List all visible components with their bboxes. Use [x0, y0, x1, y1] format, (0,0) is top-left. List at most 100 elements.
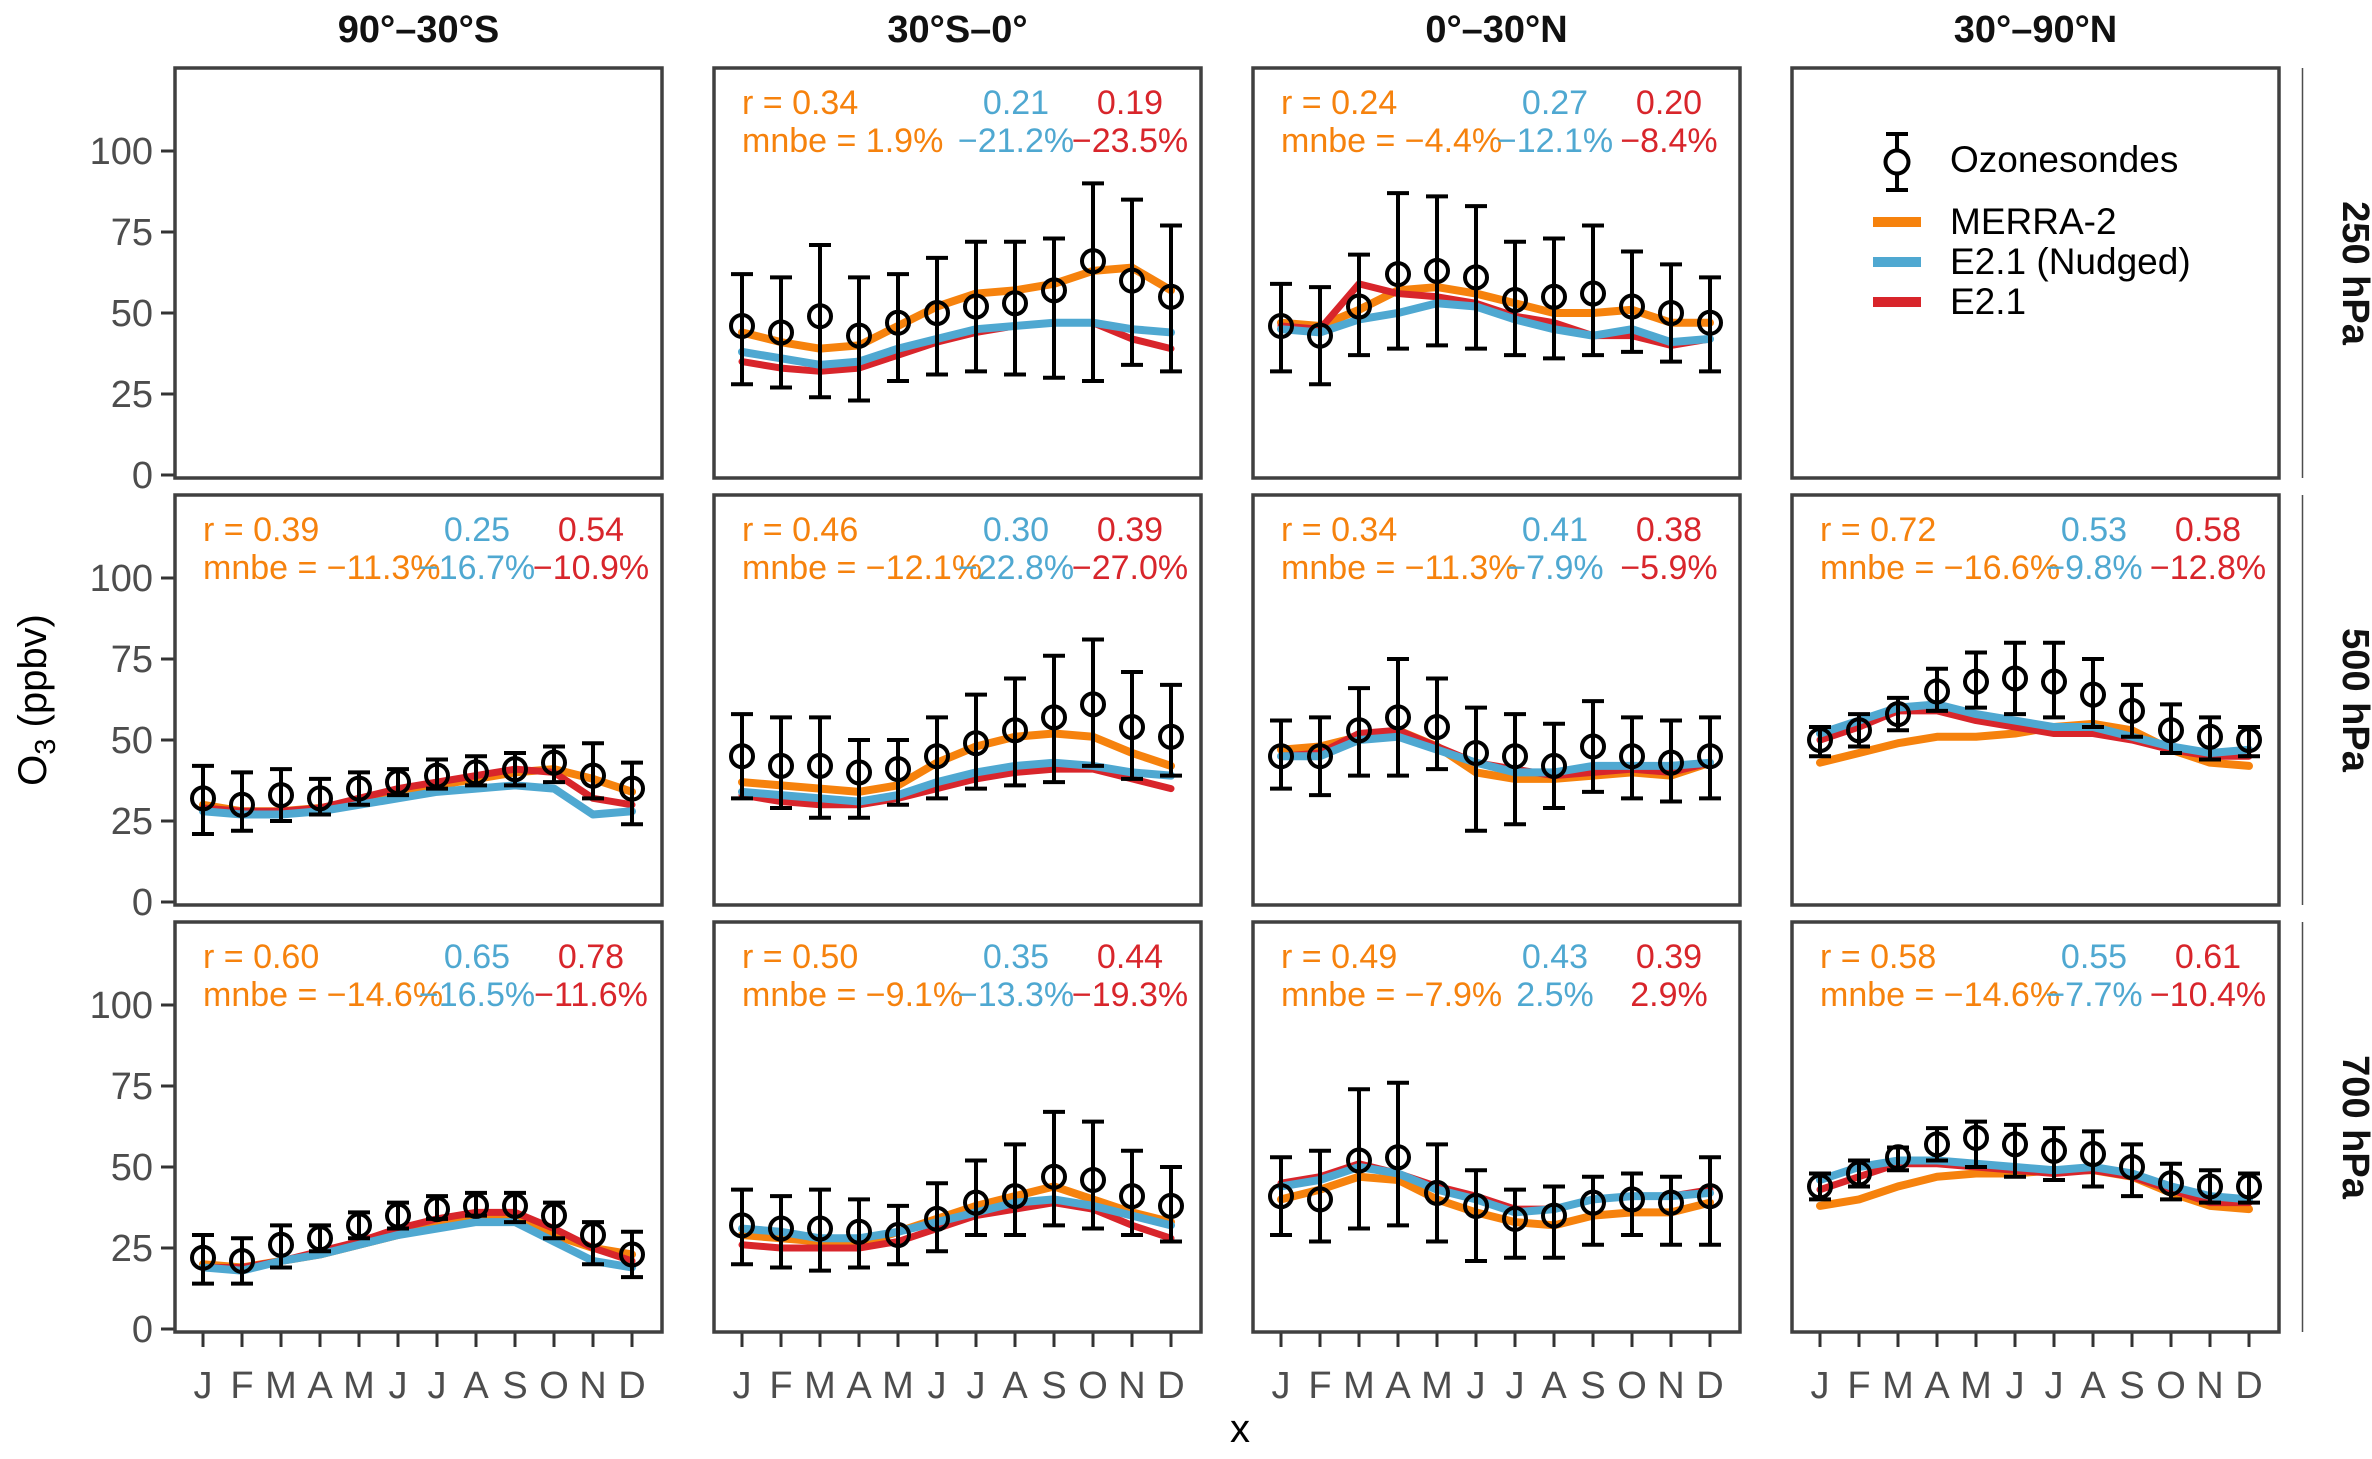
stat-r-merra2: r = 0.39 — [203, 511, 319, 549]
e21-nudged-line — [199, 781, 636, 819]
x-tick-label: F — [1308, 1365, 1331, 1407]
x-tick-label: A — [463, 1365, 489, 1407]
x-tick-label: S — [502, 1365, 527, 1407]
obs-errorbar — [1270, 718, 1292, 791]
panel-r1c0: r = 0.39 0.25 0.54 mnbe = −11.3%−16.7%−10.9… — [173, 493, 664, 907]
obs-point — [502, 756, 528, 783]
x-tick-label: A — [1924, 1365, 1950, 1407]
obs-errorbar — [1465, 204, 1487, 351]
obs-point — [229, 791, 255, 818]
stat-r-nudged: 0.27 — [1522, 84, 1588, 122]
obs-point — [1041, 704, 1067, 731]
obs-point — [1307, 1186, 1333, 1213]
stat-mnbe-merra2: mnbe = −9.1% — [742, 976, 963, 1014]
obs-errorbar — [621, 760, 643, 827]
stat-r-nudged: 0.65 — [444, 938, 510, 976]
obs-errorbar — [1309, 285, 1331, 387]
panel-border — [173, 493, 664, 907]
panel-border — [712, 920, 1203, 1334]
stat-mnbe-nudged: −7.7% — [2045, 976, 2142, 1014]
obs-point — [2236, 727, 2262, 753]
obs-point — [1268, 312, 1294, 339]
x-tick-label: M — [804, 1365, 836, 1407]
obs-errorbar — [1387, 657, 1409, 778]
obs-point — [346, 1212, 372, 1239]
obs-point — [1424, 1179, 1450, 1206]
x-tick-label: J — [967, 1365, 986, 1407]
y-tick-label: 0 — [132, 1309, 153, 1351]
obs-point — [729, 312, 755, 339]
x-tick-label: J — [733, 1365, 752, 1407]
obs-point — [1658, 1189, 1684, 1216]
obs-errorbar — [887, 738, 909, 807]
obs-point — [768, 319, 794, 346]
obs-point — [307, 1225, 333, 1252]
obs-point — [846, 322, 872, 349]
obs-point — [619, 775, 645, 802]
stat-mnbe-e21: −5.9% — [1620, 549, 1717, 587]
obs-errorbar — [965, 239, 987, 374]
y-tick-label: 0 — [132, 882, 153, 924]
obs-point — [924, 1205, 950, 1232]
obs-point — [1697, 743, 1723, 770]
obs-errorbar — [731, 712, 753, 801]
obs-point — [729, 743, 755, 770]
obs-point — [1846, 717, 1872, 744]
stat-mnbe-nudged: −12.1% — [1497, 122, 1613, 160]
stat-mnbe-merra2: mnbe = −14.6% — [203, 976, 443, 1014]
obs-errorbar — [1004, 676, 1026, 788]
obs-point — [1158, 1192, 1184, 1219]
stat-mnbe-merra2: mnbe = −14.6% — [1820, 976, 2060, 1014]
panel-border — [712, 493, 1203, 907]
stat-mnbe-merra2: mnbe = −11.3% — [203, 549, 441, 587]
obs-errorbar — [1160, 682, 1182, 778]
e21-line — [738, 1199, 1175, 1252]
obs-errorbar — [848, 275, 870, 403]
panel-r2c1: r = 0.50 0.35 0.44 mnbe = −9.1%−13.3%−19.3% — [712, 920, 1203, 1334]
row-header: 500 hPa — [2334, 628, 2372, 773]
obs-point — [807, 303, 833, 330]
stat-mnbe-e21: −11.6% — [534, 976, 648, 1014]
obs-point — [1385, 261, 1411, 288]
panel-border — [1251, 493, 1742, 907]
stat-r-merra2: r = 0.46 — [742, 511, 858, 549]
e21-nudged-line — [1277, 299, 1714, 347]
obs-point — [885, 756, 911, 783]
obs-errorbar — [1426, 676, 1448, 772]
obs-point — [1080, 1166, 1106, 1193]
stat-mnbe-e21: −10.4% — [2150, 976, 2266, 1014]
obs-point — [385, 769, 411, 796]
y-tick-label: 50 — [111, 720, 153, 762]
obs-errorbar — [2082, 657, 2104, 730]
stat-mnbe-nudged: −16.5% — [419, 976, 535, 1014]
x-axis-title: x — [1230, 1407, 1250, 1451]
obs-errorbar — [1621, 715, 1643, 801]
obs-errorbar — [770, 1194, 792, 1270]
obs-errorbar — [1660, 1174, 1682, 1247]
panel-r1c2: r = 0.34 0.41 0.38 mnbe = −11.3%−7.9% −5.9% — [1251, 493, 1742, 907]
x-tick-label: D — [1696, 1365, 1723, 1407]
obs-point — [2041, 1137, 2067, 1164]
obs-point — [1424, 714, 1450, 741]
obs-point — [424, 762, 450, 789]
obs-point — [2080, 1141, 2106, 1168]
x-tick-label: O — [539, 1365, 569, 1407]
y-tick-label: 75 — [111, 212, 153, 254]
obs-errorbar — [231, 1236, 253, 1286]
x-tick-label: O — [2156, 1365, 2186, 1407]
stat-mnbe-nudged: −13.3% — [958, 976, 1074, 1014]
obs-point — [268, 1231, 294, 1258]
stat-mnbe-nudged: −7.9% — [1506, 549, 1603, 587]
obs-point — [1658, 749, 1684, 776]
obs-point — [1119, 1183, 1145, 1210]
x-tick-label: D — [2235, 1365, 2262, 1407]
x-tick-label: J — [428, 1365, 447, 1407]
y-tick-label: 25 — [111, 801, 153, 843]
obs-errorbar — [1043, 236, 1065, 380]
x-tick-label: O — [1078, 1365, 1108, 1407]
panel-r2c3: r = 0.58 0.55 0.61 mnbe = −14.6%−7.7% −10.4% — [1790, 920, 2281, 1334]
x-tick-label: A — [846, 1365, 872, 1407]
obs-point — [846, 759, 872, 786]
stat-mnbe-merra2: mnbe = −11.3% — [1281, 549, 1519, 587]
